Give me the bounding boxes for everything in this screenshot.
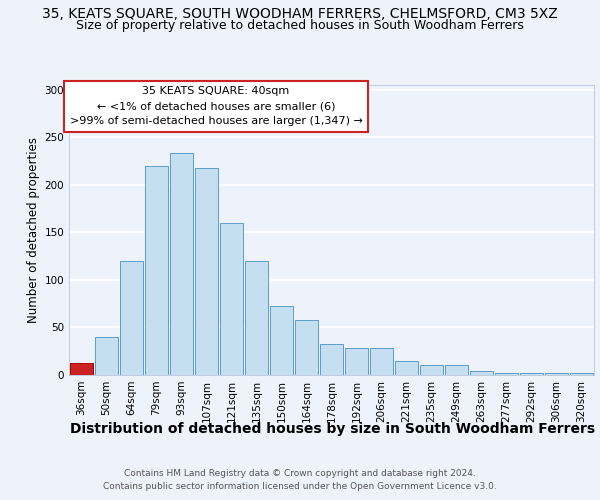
Y-axis label: Number of detached properties: Number of detached properties	[27, 137, 40, 323]
Bar	[170, 154, 193, 375]
Bar	[120, 261, 143, 375]
Bar	[395, 360, 418, 375]
Bar	[445, 364, 468, 375]
Bar	[220, 223, 243, 375]
Bar	[370, 348, 393, 375]
Bar	[495, 373, 518, 375]
Text: Distribution of detached houses by size in South Woodham Ferrers: Distribution of detached houses by size …	[70, 422, 596, 436]
Bar	[195, 168, 218, 375]
Text: 35 KEATS SQUARE: 40sqm
← <1% of detached houses are smaller (6)
>99% of semi-det: 35 KEATS SQUARE: 40sqm ← <1% of detached…	[70, 86, 362, 126]
Bar	[145, 166, 168, 375]
Bar	[470, 371, 493, 375]
Bar	[345, 348, 368, 375]
Text: Contains HM Land Registry data © Crown copyright and database right 2024.
Contai: Contains HM Land Registry data © Crown c…	[103, 470, 497, 491]
Bar	[320, 344, 343, 375]
Bar	[520, 373, 543, 375]
Bar	[545, 373, 568, 375]
Bar	[295, 320, 318, 375]
Bar	[70, 362, 93, 375]
Text: Size of property relative to detached houses in South Woodham Ferrers: Size of property relative to detached ho…	[76, 19, 524, 32]
Bar	[95, 337, 118, 375]
Bar	[570, 373, 593, 375]
Text: 35, KEATS SQUARE, SOUTH WOODHAM FERRERS, CHELMSFORD, CM3 5XZ: 35, KEATS SQUARE, SOUTH WOODHAM FERRERS,…	[42, 8, 558, 22]
Bar	[270, 306, 293, 375]
Bar	[420, 364, 443, 375]
Bar	[245, 261, 268, 375]
